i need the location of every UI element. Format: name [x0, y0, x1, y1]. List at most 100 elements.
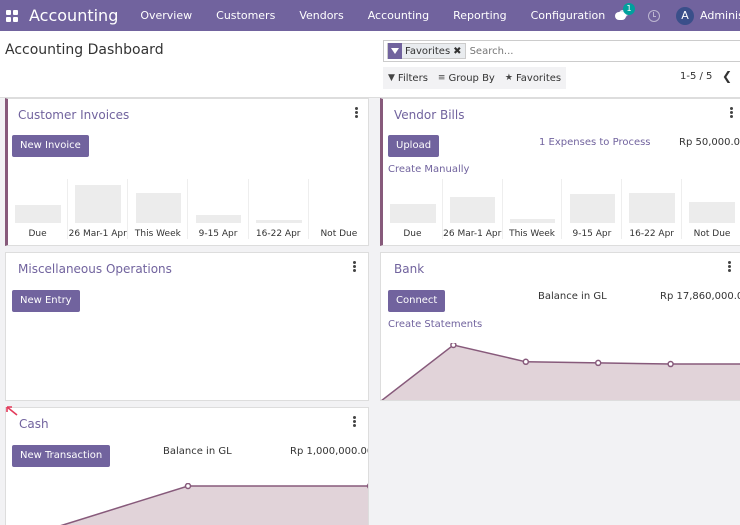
apps-grid-icon[interactable] — [6, 9, 18, 22]
bar-label: Due — [403, 229, 422, 239]
bar-label: This Week — [509, 229, 556, 239]
filters-dropdown[interactable]: ▼ Filters — [383, 73, 433, 84]
bar[interactable] — [569, 194, 616, 223]
nav-vendors[interactable]: Vendors — [299, 9, 344, 22]
user-name[interactable]: Administrator — [700, 9, 740, 22]
search-box[interactable]: Favorites ✖ — [383, 40, 740, 62]
graph-point[interactable] — [450, 343, 457, 349]
nav-configuration[interactable]: Configuration — [530, 9, 606, 22]
nav-overview[interactable]: Overview — [140, 9, 193, 22]
bar-column[interactable]: 9-15 Apr — [562, 179, 623, 239]
facet-remove-icon[interactable]: ✖ — [453, 45, 462, 57]
kebab-menu-icon[interactable] — [728, 261, 731, 272]
bank-balance-amount: Rp 17,860,000.00 — [660, 291, 740, 302]
card-title[interactable]: Miscellaneous Operations — [18, 262, 172, 276]
nav-reporting[interactable]: Reporting — [453, 9, 507, 22]
bar[interactable] — [509, 219, 556, 223]
vendor-bills-amount: Rp 50,000.00 — [679, 137, 740, 148]
search-options: ▼ Filters ≡ Group By ★ Favorites — [383, 67, 567, 89]
bar-column[interactable]: Not Due — [682, 179, 740, 239]
chat-badge: 1 — [623, 2, 635, 15]
graph-area — [62, 486, 368, 525]
search-input[interactable] — [469, 45, 720, 57]
bar-label: This Week — [134, 229, 181, 239]
card-title[interactable]: Cash — [19, 417, 49, 431]
kebab-menu-icon[interactable] — [355, 107, 358, 118]
bills-bar-graph[interactable]: Due 26 Mar-1 Apr This Week 9-15 Apr 16-22 Ap… — [383, 179, 740, 239]
graph-area — [382, 345, 740, 400]
graph-point[interactable] — [366, 483, 370, 489]
new-entry-button[interactable]: New Entry — [12, 290, 80, 312]
upload-button[interactable]: Upload — [388, 135, 440, 157]
bar[interactable] — [75, 184, 122, 223]
bar[interactable] — [15, 205, 61, 223]
facet-label: Favorites — [405, 45, 451, 57]
search-facet: Favorites ✖ — [387, 43, 466, 59]
page-title: Accounting Dashboard — [5, 42, 164, 58]
bar[interactable] — [689, 202, 735, 223]
card-miscellaneous-operations: Miscellaneous Operations New Entry — [5, 252, 369, 401]
group-by-dropdown[interactable]: ≡ Group By — [433, 73, 500, 84]
graph-point[interactable] — [594, 359, 602, 367]
card-vendor-bills: Vendor Bills Upload Create Manually 1 Ex… — [380, 98, 740, 246]
kebab-menu-icon[interactable] — [730, 107, 733, 118]
pager-previous-icon[interactable]: ❮ — [722, 69, 733, 83]
nav-accounting[interactable]: Accounting — [367, 9, 430, 22]
connect-button[interactable]: Connect — [388, 290, 446, 312]
chat-icon[interactable]: 1 — [615, 2, 635, 22]
create-manually-link[interactable]: Create Manually — [388, 164, 470, 175]
bar[interactable] — [255, 219, 302, 223]
top-navbar: Accounting Overview Customers Vendors Ac… — [0, 0, 740, 31]
cash-balance-label: Balance in GL — [163, 446, 232, 457]
bar[interactable] — [195, 215, 242, 223]
bar-column[interactable]: 16-22 Apr — [249, 179, 309, 239]
bar-column[interactable]: Due — [8, 179, 69, 239]
user-avatar[interactable]: A — [676, 6, 694, 25]
cash-balance-graph[interactable] — [6, 483, 369, 525]
bar-label: 9-15 Apr — [572, 229, 612, 239]
bank-balance-label: Balance in GL — [538, 291, 607, 302]
bar-column[interactable]: 9-15 Apr — [188, 179, 249, 239]
funnel-icon: ▼ — [388, 73, 395, 83]
card-title[interactable]: Vendor Bills — [394, 108, 465, 122]
filter-funnel-icon — [388, 43, 402, 59]
bars-icon: ≡ — [437, 73, 446, 83]
expenses-to-process-link[interactable]: 1 Expenses to Process — [539, 137, 651, 148]
bar-label: 16-22 Apr — [255, 229, 301, 239]
card-title[interactable]: Customer Invoices — [18, 108, 130, 122]
app-brand[interactable]: Accounting — [29, 6, 119, 25]
activity-clock-icon[interactable] — [648, 9, 660, 22]
navbar-right: 1 A Administrator — [615, 0, 740, 31]
bar-label: Not Due — [693, 229, 731, 239]
kebab-menu-icon[interactable] — [353, 416, 356, 427]
graph-point[interactable] — [667, 360, 674, 368]
bar-label: Due — [28, 229, 47, 239]
group-by-label: Group By — [448, 72, 495, 84]
bar-column[interactable]: This Week — [503, 179, 563, 239]
bar-column[interactable]: 16-22 Apr — [622, 179, 683, 239]
favorites-dropdown[interactable]: ★ Favorites — [500, 73, 566, 84]
create-statements-link[interactable]: Create Statements — [388, 319, 483, 330]
bar-label: 26 Mar-1 Apr — [443, 229, 502, 239]
bar-column[interactable]: Not Due — [309, 179, 368, 239]
bank-balance-graph[interactable] — [381, 343, 740, 401]
bar[interactable] — [390, 203, 436, 223]
new-invoice-button[interactable]: New Invoice — [12, 135, 89, 157]
bar-label: 26 Mar-1 Apr — [68, 229, 127, 239]
nav-customers[interactable]: Customers — [216, 9, 276, 22]
bar[interactable] — [135, 192, 182, 223]
bar-column[interactable]: Due — [383, 179, 443, 239]
new-transaction-button[interactable]: New Transaction — [12, 445, 111, 467]
graph-point[interactable] — [522, 358, 530, 366]
pager-value[interactable]: 1-5 / 5 — [680, 71, 713, 82]
bar[interactable] — [450, 197, 496, 223]
bar-column[interactable]: 26 Mar-1 Apr — [68, 179, 129, 239]
bar-column[interactable]: 26 Mar-1 Apr — [443, 179, 503, 239]
graph-point[interactable] — [184, 483, 192, 490]
invoice-bar-graph[interactable]: Due 26 Mar-1 Apr This Week 9-15 Apr 16-22 Ap… — [8, 179, 368, 239]
card-title[interactable]: Bank — [394, 262, 425, 276]
kebab-menu-icon[interactable] — [353, 261, 356, 272]
bar[interactable] — [629, 192, 675, 223]
bar-column[interactable]: This Week — [128, 179, 189, 239]
card-bank: Bank Connect Create Statements Balance i… — [380, 252, 740, 401]
